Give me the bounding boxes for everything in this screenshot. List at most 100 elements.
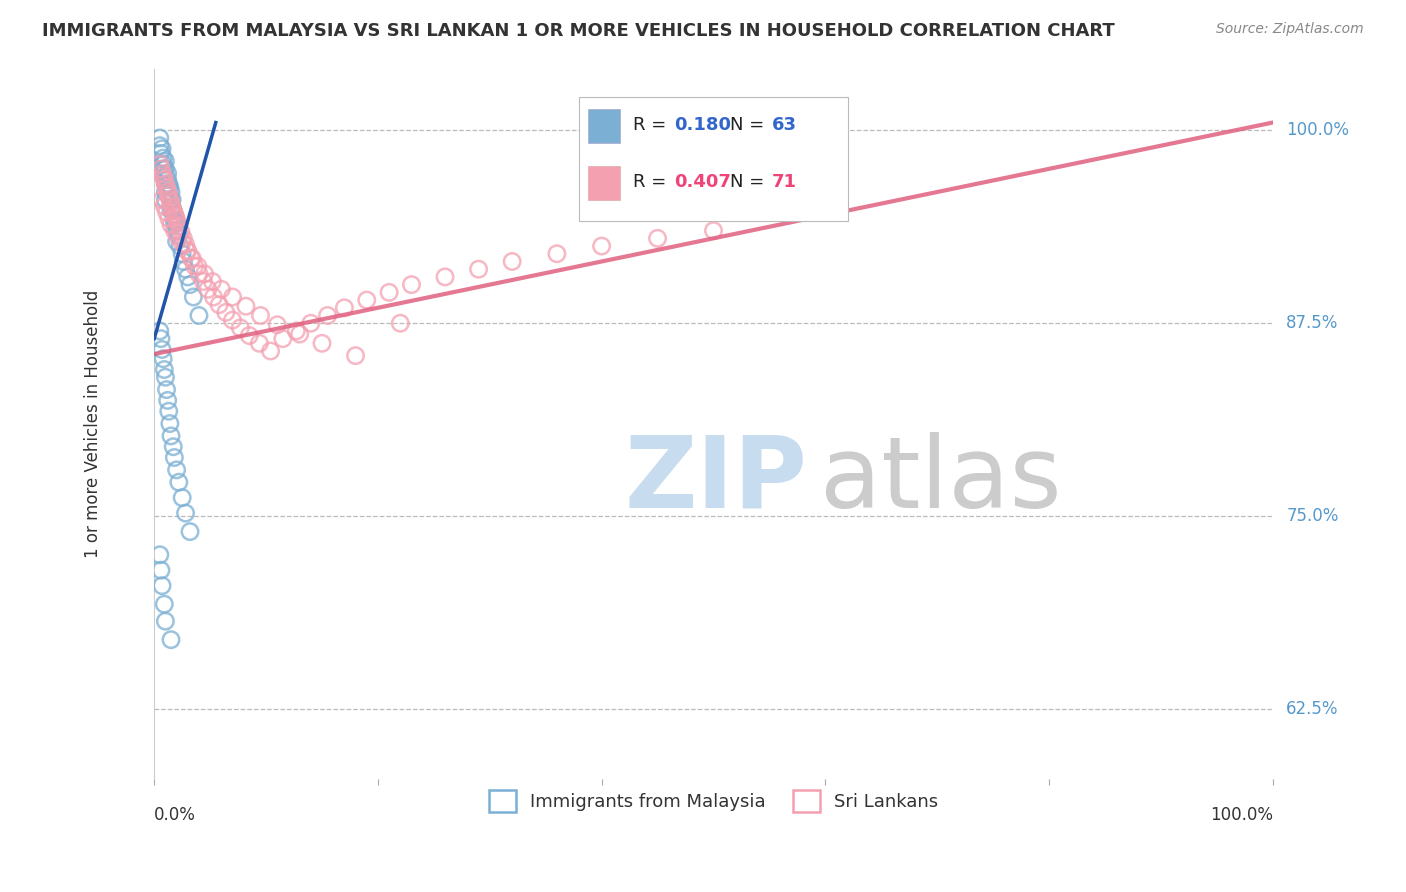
Point: [155, 205, 177, 219]
Point: [172, 491, 194, 505]
Point: [167, 219, 190, 233]
Point: [149, 563, 172, 577]
Point: [172, 254, 194, 268]
Point: [169, 239, 191, 253]
Point: [209, 282, 232, 296]
Point: [149, 138, 172, 153]
Point: [165, 210, 187, 224]
Point: [166, 235, 188, 249]
Point: [259, 344, 281, 359]
Point: [177, 269, 200, 284]
Point: [183, 290, 205, 304]
Point: [316, 309, 339, 323]
Point: [162, 203, 184, 218]
Point: [163, 450, 186, 465]
Text: N =: N =: [730, 116, 770, 135]
Point: [163, 224, 186, 238]
Point: [155, 154, 177, 169]
Point: [333, 301, 356, 315]
Text: 63: 63: [772, 116, 797, 135]
Text: 62.5%: 62.5%: [1286, 700, 1339, 718]
Point: [181, 252, 204, 266]
Point: [202, 290, 225, 304]
Point: [149, 131, 172, 145]
Point: [378, 285, 401, 300]
Point: [238, 328, 260, 343]
Point: [221, 313, 243, 327]
Text: IMMIGRANTS FROM MALAYSIA VS SRI LANKAN 1 OR MORE VEHICLES IN HOUSEHOLD CORRELATI: IMMIGRANTS FROM MALAYSIA VS SRI LANKAN 1…: [42, 22, 1115, 40]
Point: [155, 370, 177, 384]
Point: [166, 224, 188, 238]
Point: [167, 228, 190, 243]
Point: [172, 231, 194, 245]
Point: [155, 161, 177, 176]
Point: [150, 142, 173, 156]
Point: [160, 632, 183, 647]
Point: [160, 193, 183, 207]
Text: 0.180: 0.180: [675, 116, 731, 135]
Legend: Immigrants from Malaysia, Sri Lankans: Immigrants from Malaysia, Sri Lankans: [481, 783, 946, 819]
Point: [155, 178, 177, 192]
Point: [167, 475, 190, 490]
Point: [150, 579, 173, 593]
Point: [152, 157, 174, 171]
Point: [153, 362, 176, 376]
Point: [215, 305, 238, 319]
Point: [159, 417, 181, 431]
Point: [153, 597, 176, 611]
Text: 71: 71: [772, 173, 797, 191]
Point: [172, 246, 194, 260]
Text: atlas: atlas: [820, 432, 1062, 529]
Text: R =: R =: [633, 116, 672, 135]
Point: [160, 429, 183, 443]
Point: [153, 199, 176, 213]
Point: [163, 206, 186, 220]
Point: [157, 178, 180, 192]
Point: [344, 349, 367, 363]
Point: [160, 185, 183, 199]
Point: [157, 188, 180, 202]
Point: [188, 267, 211, 281]
Point: [177, 244, 200, 258]
Point: [266, 318, 288, 332]
Text: 0.0%: 0.0%: [155, 806, 195, 824]
Point: [174, 262, 197, 277]
Point: [157, 211, 180, 226]
Point: [162, 203, 184, 218]
Point: [249, 309, 271, 323]
Point: [702, 224, 724, 238]
Text: ZIP: ZIP: [624, 432, 807, 529]
Point: [152, 351, 174, 366]
Point: [160, 201, 183, 215]
Point: [356, 293, 378, 307]
Point: [201, 275, 224, 289]
Point: [229, 321, 252, 335]
Point: [179, 524, 201, 539]
Point: [149, 548, 172, 562]
Point: [157, 188, 180, 202]
Text: 1 or more Vehicles in Household: 1 or more Vehicles in Household: [84, 289, 101, 558]
Point: [149, 146, 172, 161]
Point: [153, 172, 176, 186]
Point: [160, 193, 183, 207]
Point: [183, 259, 205, 273]
Point: [153, 161, 176, 176]
Point: [235, 299, 257, 313]
Text: 87.5%: 87.5%: [1286, 314, 1339, 332]
Point: [155, 383, 177, 397]
Point: [155, 614, 177, 628]
FancyBboxPatch shape: [588, 109, 620, 143]
Point: [163, 216, 186, 230]
Point: [155, 169, 177, 184]
Point: [160, 195, 183, 210]
Point: [174, 237, 197, 252]
Point: [434, 269, 457, 284]
Text: 0.407: 0.407: [675, 173, 731, 191]
Point: [647, 231, 669, 245]
FancyBboxPatch shape: [579, 97, 848, 221]
Point: [160, 218, 183, 232]
Point: [188, 309, 211, 323]
Point: [467, 262, 489, 277]
FancyBboxPatch shape: [588, 166, 620, 200]
Text: 100.0%: 100.0%: [1286, 121, 1350, 139]
